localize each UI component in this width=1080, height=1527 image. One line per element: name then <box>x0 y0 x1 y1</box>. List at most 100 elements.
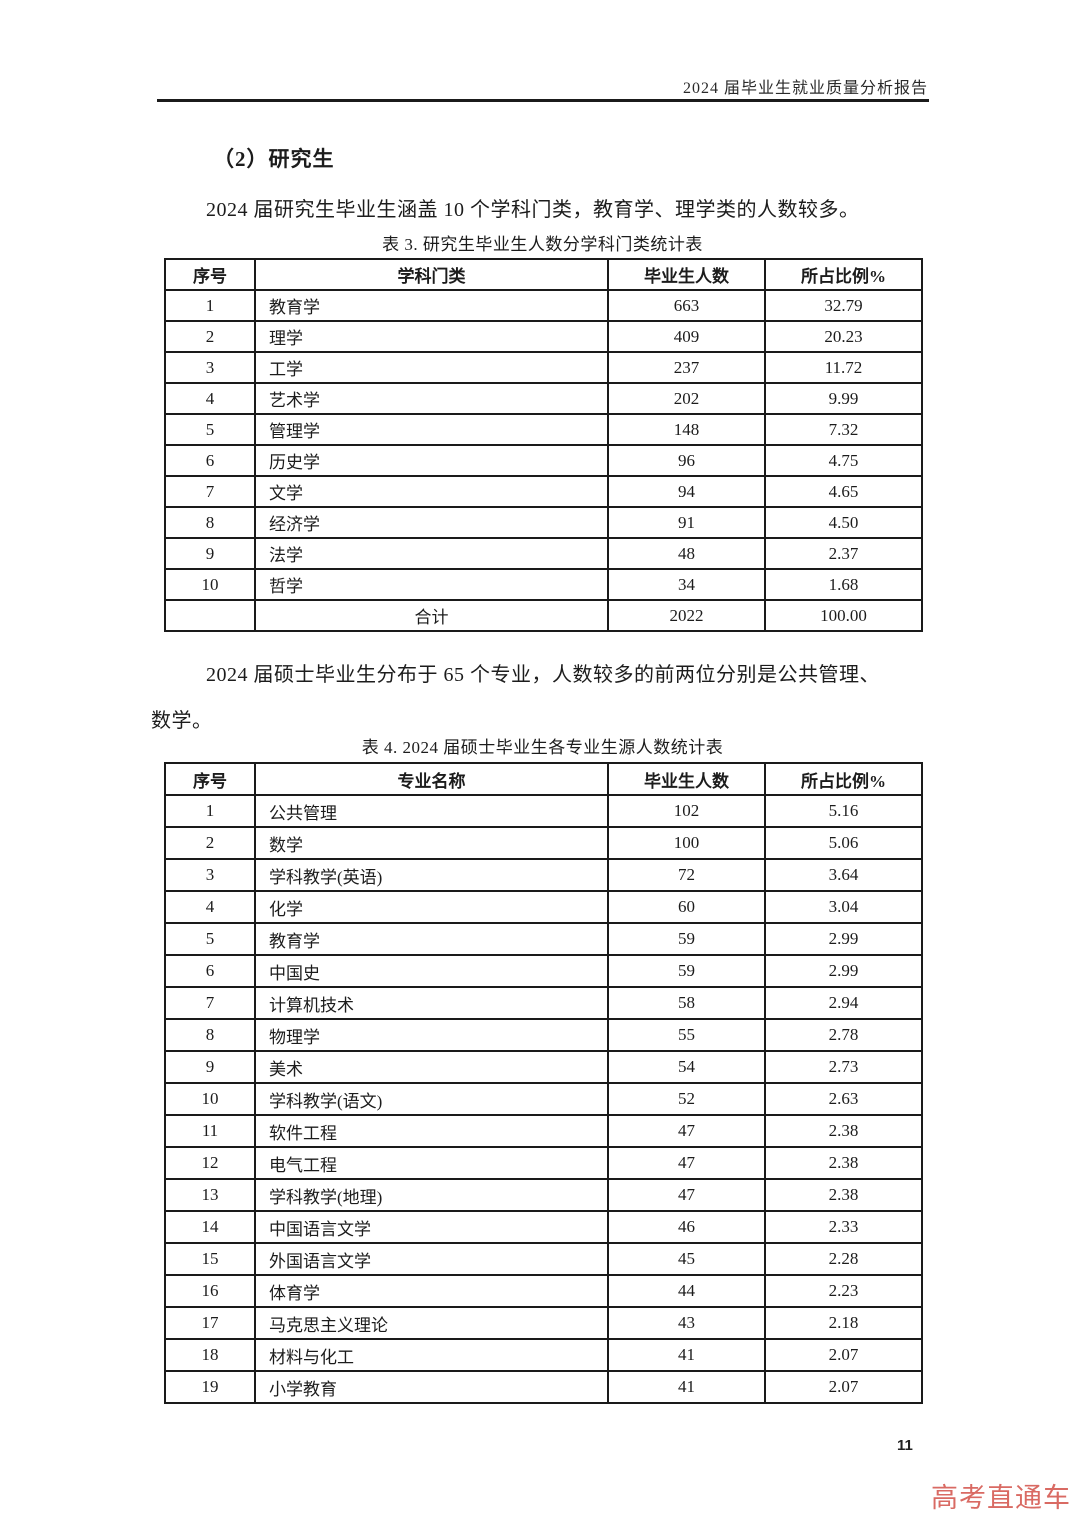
value-cell: 2.38 <box>764 1114 923 1148</box>
table4-major-stats: 序号 专业名称 毕业生人数 所占比例% 1 公共管理 102 5.16 2 数学 100 5.06 3… <box>164 762 923 1404</box>
value-cell: 7 <box>164 986 256 1020</box>
value-cell: 4.75 <box>764 444 923 477</box>
value-cell: 4 <box>164 890 256 924</box>
value-cell: 2.07 <box>764 1338 923 1372</box>
value-cell: 2.33 <box>764 1210 923 1244</box>
value-cell: 44 <box>607 1274 766 1308</box>
value-cell: 15 <box>164 1242 256 1276</box>
value-cell: 60 <box>607 890 766 924</box>
paragraph-1: 2024 届研究生毕业生涵盖 10 个学科门类，教育学、理学类的人数较多。 <box>206 199 860 221</box>
value-cell: 41 <box>607 1370 766 1404</box>
table-row: 8 物理学 55 2.78 <box>164 1018 923 1052</box>
column-header: 毕业生人数 <box>607 762 766 796</box>
value-cell: 11 <box>164 1114 256 1148</box>
value-cell: 5.06 <box>764 826 923 860</box>
name-cell: 美术 <box>254 1050 609 1084</box>
value-cell: 11.72 <box>764 351 923 384</box>
value-cell: 41 <box>607 1338 766 1372</box>
value-cell: 2.23 <box>764 1274 923 1308</box>
name-cell: 小学教育 <box>254 1370 609 1404</box>
value-cell: 20.23 <box>764 320 923 353</box>
name-cell: 文学 <box>254 475 609 508</box>
paragraph-2: 2024 届硕士毕业生分布于 65 个专业，人数较多的前两位分别是公共管理、数学… <box>151 664 880 732</box>
table-row: 10 哲学 34 1.68 <box>164 568 923 601</box>
table-row: 1 教育学 663 32.79 <box>164 289 923 322</box>
value-cell: 7.32 <box>764 413 923 446</box>
value-cell: 1.68 <box>764 568 923 601</box>
value-cell: 409 <box>607 320 766 353</box>
value-cell: 5 <box>164 413 256 446</box>
table-row: 12 电气工程 47 2.38 <box>164 1146 923 1180</box>
table-row: 1 公共管理 102 5.16 <box>164 794 923 828</box>
value-cell: 48 <box>607 537 766 570</box>
table-row: 4 化学 60 3.04 <box>164 890 923 924</box>
name-cell: 中国史 <box>254 954 609 988</box>
name-cell: 经济学 <box>254 506 609 539</box>
table-row: 6 中国史 59 2.99 <box>164 954 923 988</box>
value-cell: 2.73 <box>764 1050 923 1084</box>
name-cell: 理学 <box>254 320 609 353</box>
value-cell <box>164 599 256 632</box>
value-cell: 9 <box>164 537 256 570</box>
name-cell: 马克思主义理论 <box>254 1306 609 1340</box>
value-cell: 91 <box>607 506 766 539</box>
column-header: 专业名称 <box>254 762 609 796</box>
header-divider <box>157 99 929 102</box>
name-cell: 工学 <box>254 351 609 384</box>
value-cell: 9.99 <box>764 382 923 415</box>
value-cell: 47 <box>607 1114 766 1148</box>
value-cell: 13 <box>164 1178 256 1212</box>
watermark: 高考直通车 <box>931 1483 1071 1513</box>
value-cell: 9 <box>164 1050 256 1084</box>
value-cell: 18 <box>164 1338 256 1372</box>
table-row: 10 学科教学(语文) 52 2.63 <box>164 1082 923 1116</box>
table-row: 6 历史学 96 4.75 <box>164 444 923 477</box>
value-cell: 47 <box>607 1178 766 1212</box>
value-cell: 52 <box>607 1082 766 1116</box>
name-cell: 合计 <box>254 599 609 632</box>
value-cell: 6 <box>164 954 256 988</box>
value-cell: 2.38 <box>764 1178 923 1212</box>
name-cell: 学科教学(地理) <box>254 1178 609 1212</box>
table-header-row: 序号 学科门类 毕业生人数 所占比例% <box>164 258 923 291</box>
table-row: 2 数学 100 5.06 <box>164 826 923 860</box>
value-cell: 14 <box>164 1210 256 1244</box>
table-row: 11 软件工程 47 2.38 <box>164 1114 923 1148</box>
page-header: 2024 届毕业生就业质量分析报告 <box>682 80 928 97</box>
value-cell: 3 <box>164 351 256 384</box>
value-cell: 2.28 <box>764 1242 923 1276</box>
name-cell: 物理学 <box>254 1018 609 1052</box>
value-cell: 46 <box>607 1210 766 1244</box>
value-cell: 2.94 <box>764 986 923 1020</box>
value-cell: 2.38 <box>764 1146 923 1180</box>
name-cell: 哲学 <box>254 568 609 601</box>
column-header: 毕业生人数 <box>607 258 766 291</box>
column-header: 学科门类 <box>254 258 609 291</box>
table-header-row: 序号 专业名称 毕业生人数 所占比例% <box>164 762 923 796</box>
value-cell: 3.04 <box>764 890 923 924</box>
table-row: 3 工学 237 11.72 <box>164 351 923 384</box>
name-cell: 艺术学 <box>254 382 609 415</box>
value-cell: 1 <box>164 794 256 828</box>
value-cell: 1 <box>164 289 256 322</box>
column-header: 序号 <box>164 258 256 291</box>
value-cell: 47 <box>607 1146 766 1180</box>
value-cell: 58 <box>607 986 766 1020</box>
table-row: 13 学科教学(地理) 47 2.38 <box>164 1178 923 1212</box>
value-cell: 7 <box>164 475 256 508</box>
value-cell: 202 <box>607 382 766 415</box>
value-cell: 8 <box>164 506 256 539</box>
value-cell: 102 <box>607 794 766 828</box>
value-cell: 148 <box>607 413 766 446</box>
column-header: 所占比例% <box>764 762 923 796</box>
value-cell: 3.64 <box>764 858 923 892</box>
value-cell: 2.18 <box>764 1306 923 1340</box>
table-row: 5 管理学 148 7.32 <box>164 413 923 446</box>
value-cell: 6 <box>164 444 256 477</box>
value-cell: 2.37 <box>764 537 923 570</box>
name-cell: 化学 <box>254 890 609 924</box>
value-cell: 10 <box>164 1082 256 1116</box>
value-cell: 34 <box>607 568 766 601</box>
table-row: 9 美术 54 2.73 <box>164 1050 923 1084</box>
value-cell: 2022 <box>607 599 766 632</box>
